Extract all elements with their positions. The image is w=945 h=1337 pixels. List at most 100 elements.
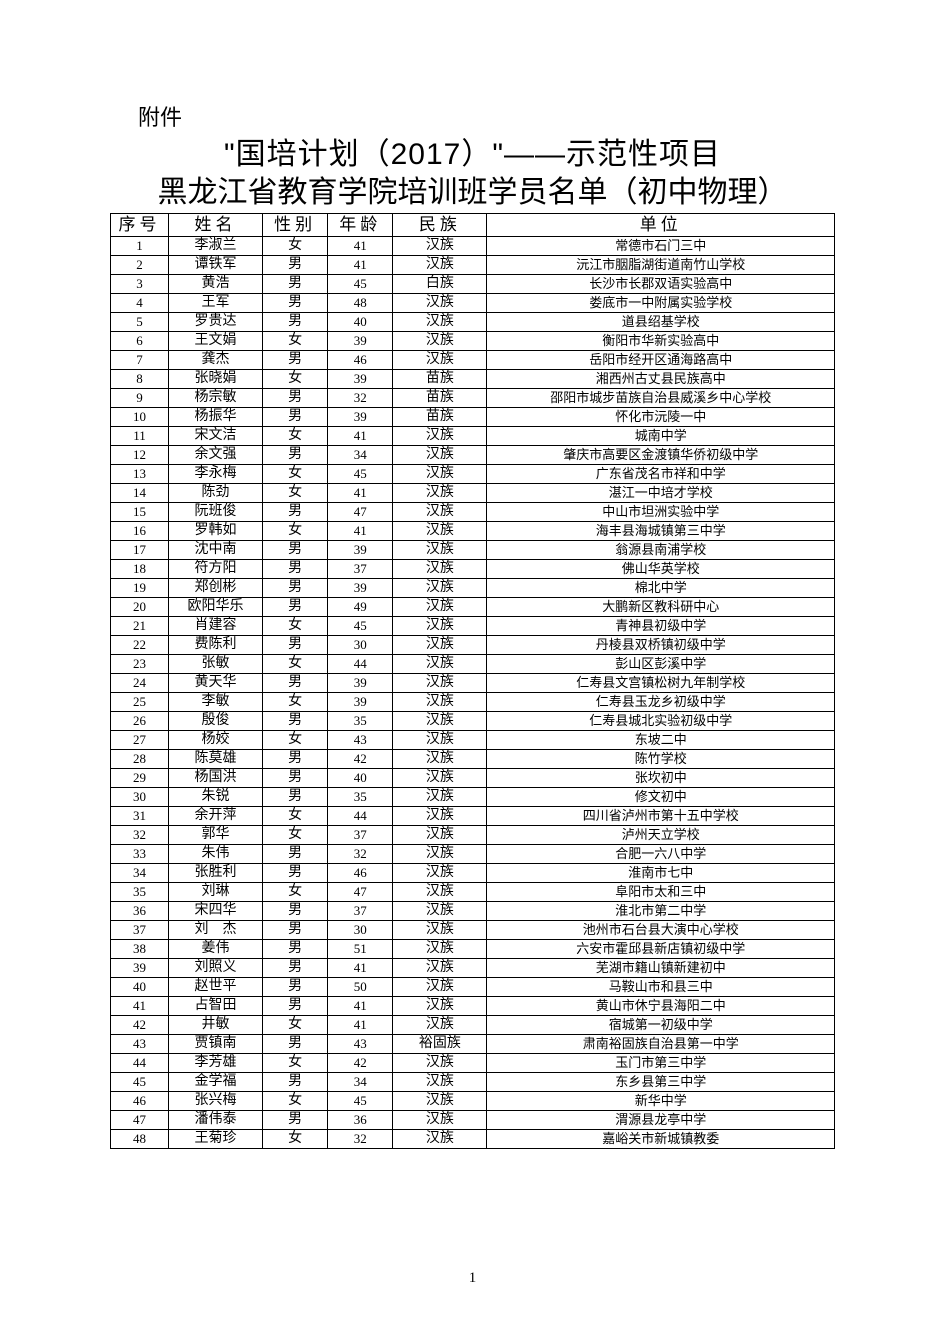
table-cell: 33 (111, 845, 169, 864)
table-cell: 15 (111, 503, 169, 522)
table-cell: 35 (328, 712, 393, 731)
table-cell: 黄浩 (168, 275, 262, 294)
table-cell: 30 (328, 921, 393, 940)
table-cell: 45 (111, 1073, 169, 1092)
table-cell: 汉族 (393, 864, 487, 883)
table-cell: 37 (111, 921, 169, 940)
table-cell: 娄底市一中附属实验学校 (487, 294, 835, 313)
table-cell: 40 (328, 313, 393, 332)
table-cell: 32 (328, 1130, 393, 1149)
table-cell: 阮班俊 (168, 503, 262, 522)
table-cell: 女 (263, 484, 328, 503)
table-cell: 汉族 (393, 541, 487, 560)
table-cell: 广东省茂名市祥和中学 (487, 465, 835, 484)
table-cell: 杨国洪 (168, 769, 262, 788)
table-cell: 49 (328, 598, 393, 617)
table-cell: 汉族 (393, 902, 487, 921)
table-cell: 女 (263, 332, 328, 351)
title-line-2: 黑龙江省教育学院培训班学员名单（初中物理） (110, 174, 835, 212)
table-row: 28陈莫雄男42汉族陈竹学校 (111, 750, 835, 769)
table-cell: 女 (263, 1054, 328, 1073)
table-cell: 嘉峪关市新城镇教委 (487, 1130, 835, 1149)
table-cell: 余开萍 (168, 807, 262, 826)
table-cell: 46 (328, 351, 393, 370)
table-row: 46张兴梅女45汉族新华中学 (111, 1092, 835, 1111)
table-cell: 汉族 (393, 940, 487, 959)
table-row: 4王军男48汉族娄底市一中附属实验学校 (111, 294, 835, 313)
table-cell: 李永梅 (168, 465, 262, 484)
table-cell: 苗族 (393, 389, 487, 408)
table-cell: 修文初中 (487, 788, 835, 807)
table-cell: 4 (111, 294, 169, 313)
table-cell: 30 (111, 788, 169, 807)
table-cell: 汉族 (393, 807, 487, 826)
table-row: 26殷俊男35汉族仁寿县城北实验初级中学 (111, 712, 835, 731)
table-cell: 42 (328, 1054, 393, 1073)
table-cell: 杨宗敏 (168, 389, 262, 408)
table-cell: 汉族 (393, 1092, 487, 1111)
table-cell: 陈竹学校 (487, 750, 835, 769)
table-cell: 23 (111, 655, 169, 674)
page-number: 1 (0, 1270, 945, 1287)
table-cell: 贾镇南 (168, 1035, 262, 1054)
table-cell: 女 (263, 617, 328, 636)
table-cell: 男 (263, 598, 328, 617)
table-cell: 井敏 (168, 1016, 262, 1035)
table-row: 41占智田男41汉族黄山市休宁县海阳二中 (111, 997, 835, 1016)
table-cell: 怀化市沅陵一中 (487, 408, 835, 427)
col-header-age: 年龄 (328, 214, 393, 237)
table-cell: 男 (263, 636, 328, 655)
table-cell: 淮南市七中 (487, 864, 835, 883)
table-cell: 11 (111, 427, 169, 446)
table-cell: 汉族 (393, 674, 487, 693)
table-row: 15阮班俊男47汉族中山市坦洲实验中学 (111, 503, 835, 522)
table-cell: 29 (111, 769, 169, 788)
table-cell: 男 (263, 579, 328, 598)
table-row: 24黄天华男39汉族仁寿县文宫镇松树九年制学校 (111, 674, 835, 693)
table-cell: 黄山市休宁县海阳二中 (487, 997, 835, 1016)
table-cell: 男 (263, 978, 328, 997)
table-cell: 仁寿县城北实验初级中学 (487, 712, 835, 731)
table-cell: 海丰县海城镇第三中学 (487, 522, 835, 541)
table-cell: 女 (263, 1016, 328, 1035)
table-cell: 男 (263, 864, 328, 883)
table-cell: 女 (263, 731, 328, 750)
table-row: 23张敏女44汉族彭山区彭溪中学 (111, 655, 835, 674)
roster-table: 序号 姓名 性别 年龄 民族 单位 1李淑兰女41汉族常德市石门三中2谭铁军男4… (110, 213, 835, 1149)
table-cell: 汉族 (393, 959, 487, 978)
table-row: 35刘琳女47汉族阜阳市太和三中 (111, 883, 835, 902)
table-row: 25李敏女39汉族仁寿县玉龙乡初级中学 (111, 693, 835, 712)
table-cell: 刘琳 (168, 883, 262, 902)
table-cell: 45 (328, 617, 393, 636)
table-cell: 彭山区彭溪中学 (487, 655, 835, 674)
table-cell: 12 (111, 446, 169, 465)
table-cell: 41 (328, 959, 393, 978)
table-cell: 玉门市第三中学 (487, 1054, 835, 1073)
table-cell: 东乡县第三中学 (487, 1073, 835, 1092)
table-row: 2谭铁军男41汉族沅江市胭脂湖街道南竹山学校 (111, 256, 835, 275)
table-cell: 女 (263, 465, 328, 484)
table-cell: 王文娟 (168, 332, 262, 351)
table-cell: 男 (263, 560, 328, 579)
table-cell: 44 (111, 1054, 169, 1073)
table-cell: 汉族 (393, 693, 487, 712)
table-row: 8张晓娟女39苗族湘西州古丈县民族高中 (111, 370, 835, 389)
table-row: 21肖建容女45汉族青神县初级中学 (111, 617, 835, 636)
table-cell: 汉族 (393, 1016, 487, 1035)
attachment-label: 附件 (110, 100, 835, 132)
table-cell: 宋文洁 (168, 427, 262, 446)
table-cell: 汉族 (393, 560, 487, 579)
table-cell: 36 (111, 902, 169, 921)
table-cell: 张敏 (168, 655, 262, 674)
table-cell: 汉族 (393, 465, 487, 484)
table-cell: 刘 杰 (168, 921, 262, 940)
table-row: 1李淑兰女41汉族常德市石门三中 (111, 237, 835, 256)
table-cell: 汉族 (393, 313, 487, 332)
table-row: 45金学福男34汉族东乡县第三中学 (111, 1073, 835, 1092)
table-cell: 2 (111, 256, 169, 275)
table-row: 10杨振华男39苗族怀化市沅陵一中 (111, 408, 835, 427)
table-cell: 46 (111, 1092, 169, 1111)
table-cell: 罗韩如 (168, 522, 262, 541)
table-cell: 郭华 (168, 826, 262, 845)
table-cell: 37 (328, 826, 393, 845)
